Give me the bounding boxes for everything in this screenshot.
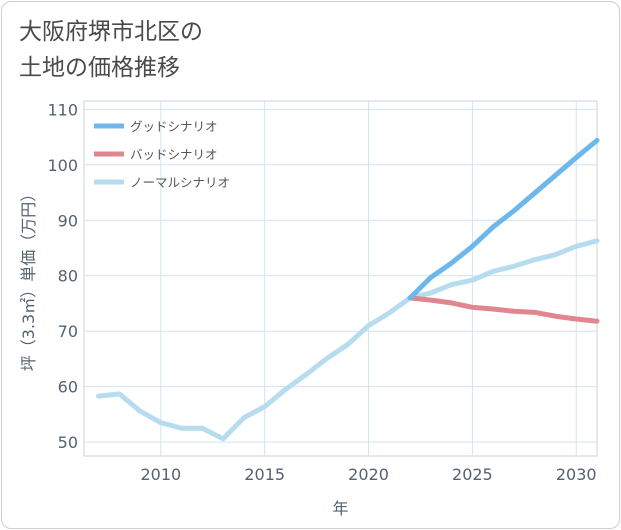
grid-lines (83, 100, 598, 457)
legend-label: グッドシナリオ (130, 119, 218, 134)
x-tick-label: 2025 (452, 465, 493, 484)
axes: 2010 2015 2020 2025 2030 50 60 70 80 90 100 110 (47, 100, 596, 484)
legend-label: バッドシナリオ (130, 147, 218, 162)
series-line-1 (407, 295, 600, 324)
series-line-0 (407, 137, 600, 301)
series-lines (96, 137, 600, 442)
y-tick-label: 70 (58, 322, 78, 341)
y-tick-label: 110 (47, 100, 78, 119)
y-tick-label: 60 (58, 378, 78, 397)
chart-title: 大阪府堺市北区の 土地の価格推移 (19, 14, 203, 86)
x-tick-label: 2030 (556, 465, 597, 484)
y-tick-label: 80 (58, 267, 78, 286)
x-axis-label: 年 (332, 499, 348, 518)
title-line-1: 大阪府堺市北区の (19, 19, 203, 45)
plot-frame (83, 100, 598, 457)
x-tick-label: 2010 (140, 465, 181, 484)
title-line-2: 土地の価格推移 (19, 55, 180, 81)
y-tick-label: 50 (58, 433, 78, 452)
x-tick-label: 2020 (348, 465, 389, 484)
y-tick-label: 90 (58, 211, 78, 230)
y-axis-label: 坪（3.3㎡）単価（万円） (19, 186, 38, 371)
legend-label: ノーマルシナリオ (130, 175, 230, 190)
x-tick-label: 2015 (244, 465, 285, 484)
y-tick-label: 100 (47, 156, 78, 175)
series-line-2 (96, 238, 600, 442)
